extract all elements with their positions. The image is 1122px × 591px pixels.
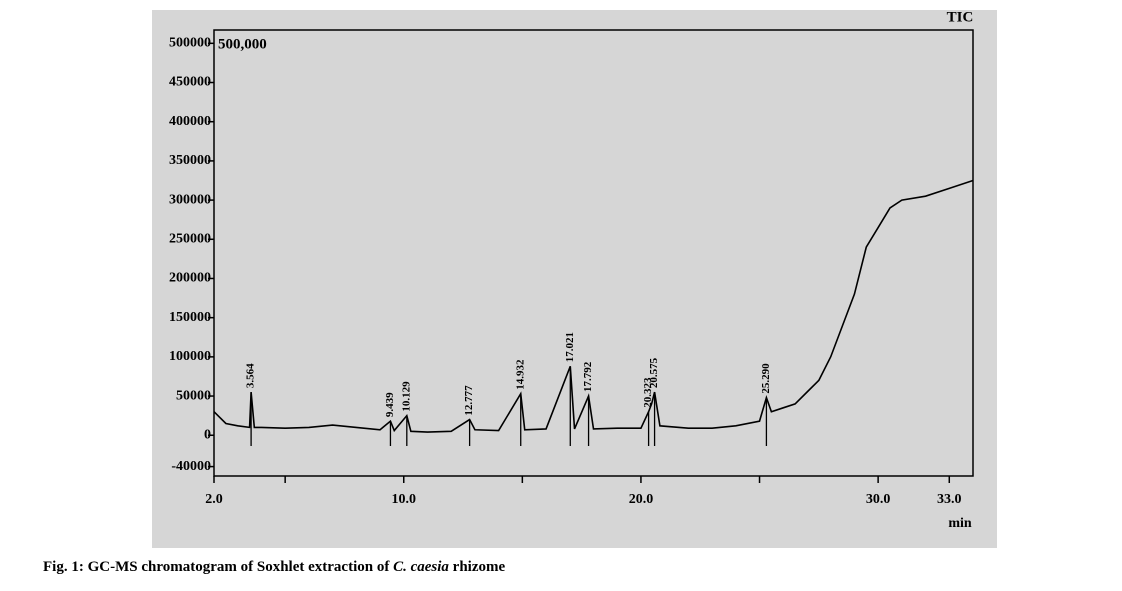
y-tick-label: -40000 [171,459,211,474]
y-tick-label: 50000 [176,388,211,403]
y-tick-label: 0 [204,427,211,442]
x-tick-label: 2.0 [205,492,223,507]
caption-part: rhizome [449,559,506,575]
trace [213,179,974,433]
y-tick-label: 100000 [169,349,211,364]
peak-label: 12.777 [463,385,475,416]
x-unit: min [948,516,972,531]
peak-label: 14.932 [514,359,526,390]
caption-part: C. caesia [393,559,449,575]
y-tick-label: 400000 [169,114,211,129]
peak-label: 3.564 [245,363,257,388]
peak-label: 17.021 [564,332,576,362]
peak-label: 10.129 [400,381,412,412]
peak-label: 9.439 [384,392,396,417]
y-tick-label: 500000 [169,36,211,51]
scale-label: 500,000 [218,36,267,52]
caption: Fig. 1: GC-MS chromatogram of Soxhlet ex… [43,559,505,575]
peak-label: 17.792 [582,361,594,392]
x-tick-label: 20.0 [629,492,654,507]
y-tick-label: 300000 [169,192,211,207]
peak-label: 25.290 [760,363,772,394]
x-tick-label: 10.0 [392,492,417,507]
x-tick-label: 30.0 [866,492,891,507]
x-tick-label: 33.0 [937,492,962,507]
peak-label: 20.323 [642,377,654,408]
figure-background [152,10,997,548]
signal-label: TIC [947,9,974,25]
y-tick-label: 200000 [169,271,211,286]
plot-frame [213,29,974,477]
caption-part: Fig. 1: GC-MS chromatogram of Soxhlet ex… [43,559,393,575]
y-tick-label: 450000 [169,75,211,90]
peak-label: 20.575 [648,357,660,388]
y-tick-label: 250000 [169,232,211,247]
y-tick-label: 350000 [169,153,211,168]
y-tick-label: 150000 [169,310,211,325]
